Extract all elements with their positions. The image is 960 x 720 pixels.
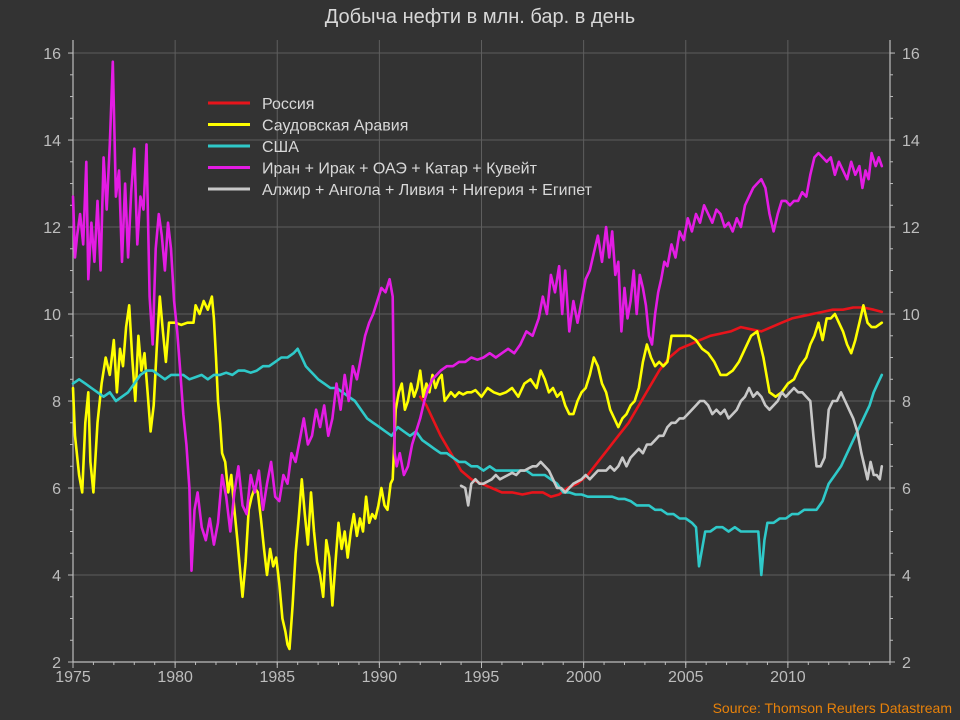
y-tick-label-right: 12 xyxy=(902,220,920,237)
y-tick-label-left: 16 xyxy=(43,46,61,63)
y-tick-label-right: 6 xyxy=(902,481,911,498)
y-tick-label-right: 16 xyxy=(902,46,920,63)
y-tick-label-right: 8 xyxy=(902,394,911,411)
y-tick-label-right: 10 xyxy=(902,307,920,324)
series-line-4 xyxy=(71,60,884,572)
series-line-3 xyxy=(71,347,884,577)
x-tick-label: 2000 xyxy=(566,669,602,686)
axes: 2 2 4 4 6 6 8 8 10 10 12 12 14 14 16 16 1975 1980 1985 1990… xyxy=(43,40,920,686)
series-line-2 xyxy=(71,295,884,651)
y-tick-label-right: 2 xyxy=(902,655,911,672)
legend-label-2: Саудовская Аравия xyxy=(262,118,408,135)
x-tick-label: 1995 xyxy=(464,669,500,686)
y-tick-label-right: 14 xyxy=(902,133,920,150)
y-tick-label-left: 14 xyxy=(43,133,61,150)
series-lines xyxy=(71,60,884,651)
source-note: Source: Thomson Reuters Datastream xyxy=(712,700,952,716)
y-tick-label-left: 2 xyxy=(52,655,61,672)
legend-label-1: Россия xyxy=(262,96,314,113)
y-tick-label-left: 4 xyxy=(52,568,61,585)
grid xyxy=(72,40,890,663)
legend-label-5: Алжир + Ангола + Ливия + Нигерия + Египе… xyxy=(262,182,593,199)
series-line-5 xyxy=(459,386,884,507)
chart-title: Добыча нефти в млн. бар. в день xyxy=(324,6,636,28)
x-tick-label: 2005 xyxy=(668,669,704,686)
x-tick-label: 1975 xyxy=(55,669,91,686)
x-tick-label: 2010 xyxy=(770,669,806,686)
x-tick-label: 1985 xyxy=(259,669,295,686)
y-tick-label-left: 10 xyxy=(43,307,61,324)
x-tick-label: 1990 xyxy=(362,669,398,686)
y-tick-label-left: 12 xyxy=(43,220,61,237)
x-tick-label: 1980 xyxy=(157,669,193,686)
series-line-1 xyxy=(418,306,884,498)
legend-label-4: Иран + Ирак + ОАЭ + Катар + Кувейт xyxy=(262,161,538,178)
legend-label-3: США xyxy=(262,139,299,156)
y-tick-label-left: 8 xyxy=(52,394,61,411)
y-tick-label-right: 4 xyxy=(902,568,911,585)
legend: Россия Саудовская Аравия США Иран + Ирак + … xyxy=(208,96,593,199)
y-tick-label-left: 6 xyxy=(52,481,61,498)
